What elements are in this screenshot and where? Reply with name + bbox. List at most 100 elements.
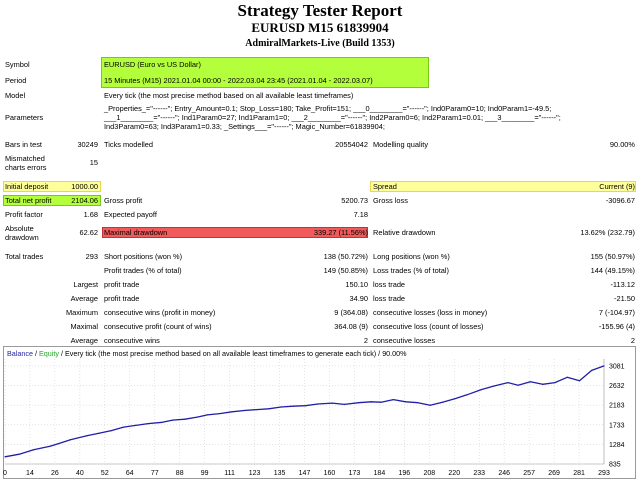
mismatch-label: charts errors [5, 163, 47, 172]
balance-point [57, 443, 59, 445]
balance-point [184, 418, 186, 420]
balance-point [33, 449, 35, 451]
absolute-drawdown-label: Absolute [5, 224, 34, 233]
average-loss-label: loss trade [373, 294, 406, 303]
chart-legend: Balance / Equity / Every tick (the most … [7, 349, 407, 359]
maximal-consecutive-profit-value: 364.08 (9) [334, 322, 368, 331]
legend-balance: Balance [7, 349, 33, 358]
initial-deposit-value: 1000.00 [71, 182, 98, 191]
average-label: Average [70, 294, 98, 303]
y-tick-label: 1733 [609, 422, 625, 429]
y-tick-label: 3081 [609, 363, 625, 370]
balance-point [135, 424, 137, 426]
loss-trades-value: 144 (49.15%) [590, 266, 635, 275]
gross-profit-label: Gross profit [104, 196, 143, 205]
balance-point [603, 365, 605, 367]
maximal-drawdown-label: Maximal drawdown [104, 228, 168, 237]
balance-point [370, 401, 372, 403]
balance-point [255, 409, 258, 411]
profit-factor-label: Profit factor [5, 210, 43, 219]
x-tick-label: 208 [423, 470, 435, 477]
max-consecutive-wins-label: consecutive wins (profit in money) [104, 308, 216, 317]
total-net-profit-value: 2104.06 [71, 196, 98, 205]
balance-point [231, 411, 233, 413]
bars-label: Bars in test [5, 140, 42, 149]
legend-equity: Equity [38, 349, 59, 358]
parameters-label: Parameters [5, 113, 44, 122]
max-consecutive-wins-value: 9 (364.08) [334, 308, 368, 317]
maximal-consecutive-profit-label: consecutive profit (count of wins) [104, 322, 212, 331]
balance-point [417, 402, 419, 404]
total-net-profit-highlight [3, 195, 101, 206]
x-tick-label: 52 [101, 470, 109, 477]
balance-point [466, 394, 468, 396]
balance-point [243, 409, 245, 412]
x-tick-label: 293 [598, 470, 610, 477]
x-tick-label: 26 [51, 470, 59, 477]
maximal-drawdown-value: 339.27 (11.56%) [313, 228, 368, 237]
total-net-profit-label: Total net profit [5, 196, 52, 205]
symbol-label: Symbol [5, 60, 30, 69]
x-tick-label: 77 [151, 470, 159, 477]
maximal-label: Maximal [70, 322, 98, 331]
x-tick-label: 64 [126, 470, 134, 477]
x-tick-label: 269 [548, 470, 560, 477]
period-value: 15 Minutes (M15) 2021.01.04 00:00 - 2022… [104, 76, 373, 85]
relative-drawdown-value: 13.62% (232.79) [580, 228, 635, 237]
short-positions-label: Short positions (won %) [104, 252, 183, 261]
x-tick-label: 40 [76, 470, 84, 477]
profit-trades-label: Profit trades (% of total) [104, 266, 182, 275]
balance-point [69, 439, 72, 441]
long-positions-label: Long positions (won %) [373, 252, 450, 261]
y-tick-label: 1284 [609, 442, 625, 449]
balance-point [122, 426, 125, 428]
model-value: Every tick (the most precise method base… [104, 91, 354, 100]
balance-point [480, 388, 482, 391]
avg-consecutive-losses-label: consecutive losses [373, 336, 436, 345]
y-tick-label: 835 [609, 462, 621, 469]
balance-point [441, 401, 444, 403]
expected-payoff-label: Expected payoff [104, 210, 157, 219]
balance-point [304, 405, 307, 407]
parameters-line: ___1________="------"; Ind1Param0=27; In… [104, 113, 561, 122]
expected-payoff-value: 7.18 [353, 210, 368, 219]
balance-point [454, 398, 456, 400]
x-tick-label: 0 [3, 470, 7, 477]
parameters-line: _Properties_="------"; Entry_Amount=0.1;… [104, 104, 552, 113]
x-tick-label: 88 [176, 470, 184, 477]
parameters-line: Ind3Param0=63; Ind3Param1=0.33; _Setting… [104, 122, 385, 131]
x-tick-label: 135 [274, 470, 286, 477]
balance-point [280, 406, 282, 408]
average-profit-value: 34.90 [349, 294, 369, 303]
avg-consecutive-losses-value: 2 [630, 336, 635, 345]
balance-point [343, 403, 345, 406]
long-positions-value: 155 (50.97%) [590, 252, 635, 261]
balance-chart [3, 346, 636, 479]
legend-quality: 90.00% [382, 349, 407, 358]
balance-point [49, 445, 51, 447]
balance-point [292, 405, 294, 407]
bars-value: 30249 [77, 140, 98, 149]
x-tick-label: 184 [374, 470, 386, 477]
largest-loss-label: loss trade [373, 280, 406, 289]
relative-drawdown-label: Relative drawdown [373, 228, 436, 237]
x-tick-label: 99 [201, 470, 209, 477]
balance-point [219, 412, 221, 415]
total-trades-value: 293 [85, 252, 98, 261]
symbol-period-highlight [101, 57, 429, 88]
x-tick-label: 220 [448, 470, 460, 477]
balance-point [493, 385, 495, 387]
balance-point [98, 432, 100, 434]
quality-value: 90.00% [609, 140, 635, 149]
balance-point [331, 402, 333, 404]
maximum-label: Maximum [65, 308, 98, 317]
avg-consecutive-wins-label: consecutive wins [104, 336, 160, 345]
balance-point [392, 399, 395, 401]
balance-point [196, 416, 198, 418]
legend-separator: / [376, 349, 383, 358]
balance-point [18, 453, 20, 455]
spread-value: Current (9) [599, 182, 635, 191]
absolute-drawdown-label: drawdown [5, 233, 39, 242]
gross-profit-value: 5200.73 [341, 196, 368, 205]
